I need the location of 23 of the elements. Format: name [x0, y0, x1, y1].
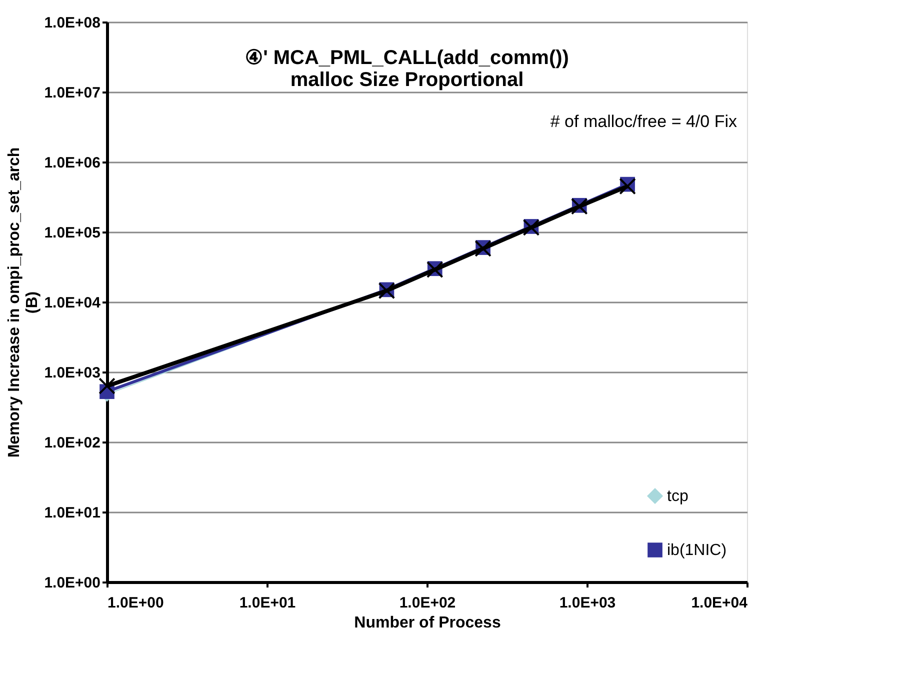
legend-label: ib(1NIC) — [667, 542, 727, 559]
legend-label: tcp — [667, 488, 688, 505]
y-tick-label: 1.0E+02 — [44, 434, 100, 452]
y-tick-label: 1.0E+00 — [44, 574, 100, 592]
text: ④' MCA_PML_CALL(add_comm()) — [245, 47, 569, 69]
y-tick-label: 1.0E+04 — [44, 294, 102, 312]
y-tick-label: 1.0E+08 — [44, 14, 100, 32]
point — [619, 178, 636, 195]
x-tick-label: 1.0E+03 — [559, 594, 616, 612]
annotation: # of malloc/free = 4/0 Fix — [550, 112, 738, 131]
text: (B) — [24, 291, 42, 314]
x-tick-label: 1.0E+04 — [691, 594, 748, 612]
x-tick-label: 1.0E+00 — [108, 594, 164, 612]
y-tick-label: 1.0E+03 — [44, 364, 100, 382]
y-tick-label: 1.0E+01 — [44, 504, 100, 522]
y-tick-label: 1.0E+06 — [44, 154, 100, 172]
text: malloc Size Proportional — [290, 69, 524, 91]
x-tick-label: 1.0E+02 — [399, 594, 456, 612]
x-axis-title: Number of Process — [354, 614, 501, 632]
y-tick-label: 1.0E+07 — [44, 84, 100, 102]
y-tick-label: 1.0E+05 — [44, 224, 100, 242]
x-tick-label: 1.0E+01 — [239, 594, 296, 612]
text: Memory Increase in ompi_proc_set_arch — [6, 147, 24, 458]
